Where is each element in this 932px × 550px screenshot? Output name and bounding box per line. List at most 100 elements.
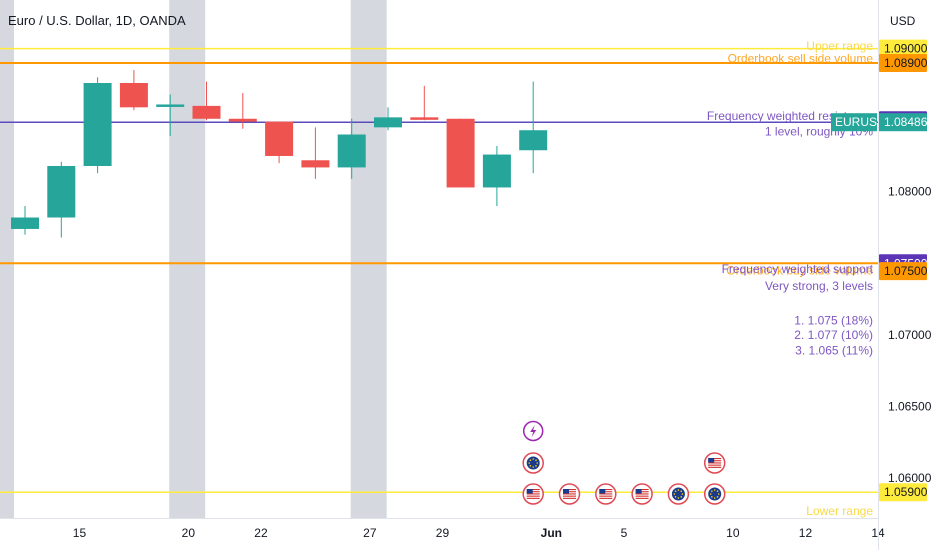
- candle-body: [410, 117, 439, 120]
- flag-stripe: [635, 493, 649, 495]
- flag-star: [680, 496, 683, 498]
- flag-stripe: [599, 497, 613, 499]
- candle-body: [83, 82, 112, 166]
- flag-star: [709, 493, 712, 495]
- flag-star: [677, 489, 680, 491]
- level-price-tag-bg: [879, 39, 927, 58]
- level-price-tag-text: 1.09000: [884, 42, 928, 56]
- time-tick-label: 5: [621, 526, 628, 540]
- flag-stripe: [599, 489, 613, 491]
- flag-star: [674, 490, 677, 492]
- candle-body: [47, 165, 76, 218]
- price-tag-bg: [879, 113, 927, 132]
- flag-star: [717, 493, 720, 495]
- horizontal-levels: [0, 47, 878, 493]
- candle-body: [337, 134, 366, 168]
- candle-body: [192, 105, 221, 119]
- flag-stripe: [526, 491, 540, 493]
- flag-star: [535, 459, 537, 461]
- candle-body: [228, 118, 257, 122]
- flag-stripe: [526, 493, 540, 495]
- level-price-tag: 1.09000: [879, 39, 928, 58]
- flag-star: [713, 489, 716, 491]
- currency-label[interactable]: USD: [890, 14, 916, 28]
- flag-stripe: [708, 458, 722, 460]
- us-flag-icon[interactable]: [558, 483, 581, 505]
- time-tick-label: 22: [254, 526, 268, 540]
- flag-star: [681, 493, 684, 495]
- time-axis-separator: [0, 518, 878, 519]
- flag-star: [674, 496, 677, 498]
- flag-star: [673, 493, 676, 495]
- economic-events: [522, 420, 726, 505]
- time-tick-label: Jun: [541, 526, 562, 540]
- level-price-tag-bg: [879, 483, 927, 502]
- annotation-text: Frequency weighted support: [722, 262, 874, 276]
- price-tick-label: 1.06500: [888, 399, 932, 413]
- eu-flag-icon[interactable]: [667, 483, 690, 505]
- eu-flag-icon[interactable]: [703, 483, 726, 505]
- flag-star: [532, 466, 534, 468]
- candle-body: [519, 130, 548, 151]
- flag-canton: [599, 489, 606, 494]
- us-flag-icon[interactable]: [522, 483, 544, 505]
- flag-stripe: [635, 495, 649, 497]
- flag-stripe: [708, 460, 722, 462]
- flag-stripe: [563, 495, 576, 497]
- level-price-tag-bg: [879, 262, 927, 281]
- us-flag-icon[interactable]: [631, 483, 653, 505]
- us-flag-icon[interactable]: [703, 452, 726, 474]
- flag-stripe: [563, 489, 576, 491]
- flag-star: [711, 490, 713, 492]
- eu-flag-icon[interactable]: [522, 452, 544, 474]
- price-axis: 1.08000 1.07000 1.06500 1.06000 1.090001.089…: [831, 39, 932, 502]
- price-tick-label: 1.06000: [888, 471, 932, 485]
- annotation-text: Upper range: [806, 39, 873, 53]
- price-tag-text: 1.08486: [884, 115, 928, 129]
- annotation-text: 2. 1.077 (10%): [794, 328, 873, 342]
- flag-star: [536, 462, 538, 464]
- time-tick-label: 20: [182, 526, 196, 540]
- candle-body: [446, 118, 475, 188]
- weekend-shade: [350, 0, 387, 518]
- flag-stripe: [563, 491, 576, 493]
- flag-star: [532, 458, 534, 460]
- time-tick-label: 15: [73, 526, 87, 540]
- flag-stripe: [635, 491, 649, 493]
- flag-star: [713, 497, 716, 499]
- flag-stripe: [635, 489, 649, 491]
- candles: [11, 70, 548, 238]
- flag-stripe: [599, 493, 613, 495]
- level-price-tag-bg: [879, 53, 927, 72]
- candle-body: [11, 217, 39, 229]
- annotation-text: Very strong, 3 levels: [765, 279, 873, 293]
- level-price-tag: 1.08900: [879, 53, 928, 72]
- flag-star: [711, 496, 713, 498]
- flag-stripe: [526, 497, 540, 499]
- time-tick-label: 10: [726, 526, 740, 540]
- us-flag-icon[interactable]: [595, 483, 617, 505]
- flag-star: [528, 462, 530, 464]
- level-price-tag: 1.05900: [879, 483, 928, 502]
- time-tick-label: 27: [363, 526, 377, 540]
- level-price-tag: 1.07500: [879, 262, 928, 281]
- time-tick-label: 12: [799, 526, 813, 540]
- level-price-tag-text: 1.08900: [884, 56, 928, 70]
- candle-body: [156, 104, 185, 107]
- symbol-tag-bg: [831, 113, 877, 132]
- flag-stripe: [599, 495, 613, 497]
- flag-star: [535, 465, 537, 467]
- flag-stripe: [708, 466, 722, 468]
- flag-star: [716, 490, 719, 492]
- time-axis: 1520222729Jun5101214: [73, 526, 885, 540]
- weekend-shade: [0, 0, 14, 518]
- candle-body: [119, 82, 148, 108]
- flag-stripe: [526, 495, 540, 497]
- annotation-text: Orderbook sell side volume: [728, 52, 874, 66]
- lightning-icon[interactable]: [522, 420, 544, 442]
- flag-star: [716, 496, 719, 498]
- annotation-text: Orderbook buy side volume: [726, 263, 873, 277]
